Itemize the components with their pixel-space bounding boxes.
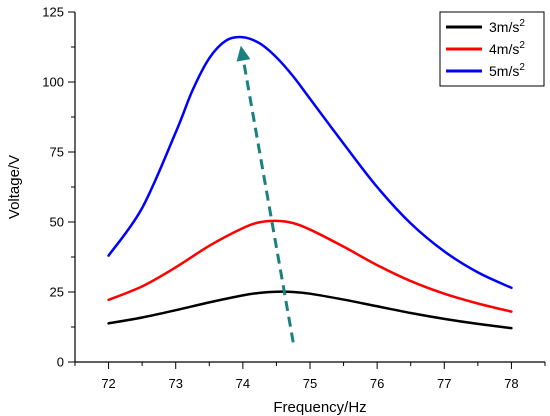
axes: 72 73 74 75 76 77 78 0 25 50 75 100 125 Frequency/Hz V… [6, 5, 546, 416]
legend-label-3: 5m/s2 [489, 62, 525, 79]
y-tick-label: 25 [50, 285, 64, 300]
x-axis-label: Frequency/Hz [273, 399, 366, 416]
x-tick-label: 74 [236, 376, 250, 391]
x-tick-label: 73 [168, 376, 182, 391]
x-tick-label: 78 [504, 376, 518, 391]
legend-label-1: 3m/s2 [489, 18, 525, 35]
x-tick-label: 76 [370, 376, 384, 391]
series-line-3 [107, 35, 513, 290]
legend: 3m/s2 4m/s2 5m/s2 [439, 11, 545, 87]
y-tick-label: 75 [50, 145, 64, 160]
x-tick-label: 72 [101, 376, 115, 391]
y-tick-label: 50 [50, 215, 64, 230]
legend-label-2: 4m/s2 [489, 40, 525, 57]
plot-area [107, 35, 513, 343]
y-tick-label: 100 [42, 75, 64, 90]
x-tick-label: 77 [437, 376, 451, 391]
x-tick-label: 75 [303, 376, 317, 391]
legend-label-superscript: 2 [519, 40, 525, 51]
y-tick-label: 125 [42, 5, 64, 20]
y-tick-label: 0 [57, 355, 64, 370]
series-line-1 [107, 290, 513, 330]
legend-label-superscript: 2 [519, 18, 525, 29]
series-line-2 [107, 219, 513, 313]
legend-label-superscript: 2 [519, 62, 525, 73]
y-axis-label: Voltage/V [6, 155, 23, 219]
trend-arrow-head [236, 45, 251, 62]
